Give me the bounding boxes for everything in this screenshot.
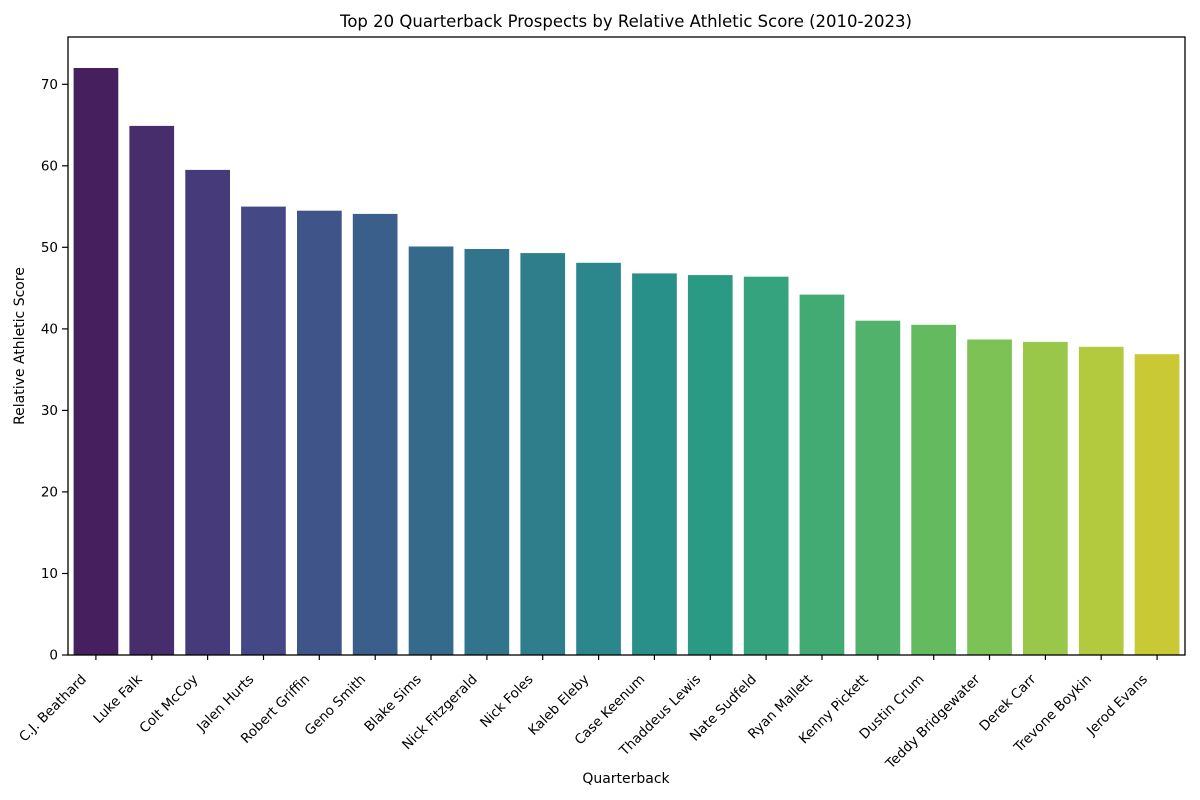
y-tick-label: 70 [41, 77, 58, 93]
y-tick-label: 20 [41, 484, 58, 500]
x-tick-label-colt-mccoy: Colt McCoy [137, 672, 202, 737]
y-tick-label: 60 [41, 158, 58, 174]
y-tick-label: 40 [41, 321, 58, 337]
bar-case-keenum [632, 273, 677, 655]
y-tick-label: 0 [49, 648, 58, 664]
bar-thaddeus-lewis [687, 275, 733, 655]
bar-ryan-mallett [799, 294, 845, 655]
bar-teddy-bridgewater [967, 339, 1012, 655]
y-axis-label: Relative Athletic Score [12, 267, 28, 425]
x-axis-label: Quarterback [582, 771, 670, 787]
bar-jalen-hurts [241, 206, 286, 655]
y-tick-label: 30 [41, 403, 58, 419]
bar-jerod-evans [1134, 354, 1180, 655]
bar-robert-griffin [297, 210, 342, 655]
bar-geno-smith [352, 213, 398, 655]
bars-group [73, 68, 1180, 655]
bar-nick-foles [520, 253, 566, 655]
y-tick-label: 10 [41, 566, 58, 582]
bar-derek-carr [1023, 341, 1068, 655]
bar-nick-fitzgerald [464, 249, 510, 655]
bar-blake-sims [408, 246, 454, 655]
bar-c-j-beathard [73, 68, 119, 655]
x-tick-label-teddy-bridgewater: Teddy Bridgewater [882, 671, 984, 773]
x-tick-label-c-j-beathard: C.J. Beathard [16, 672, 90, 746]
bar-colt-mccoy [185, 169, 230, 655]
y-tick-label: 50 [41, 240, 58, 256]
bar-dustin-crum [911, 324, 956, 655]
bar-trevone-boykin [1078, 346, 1124, 655]
bar-kenny-pickett [855, 320, 901, 655]
bar-kaleb-eleby [576, 262, 621, 655]
chart-title: Top 20 Quarterback Prospects by Relative… [339, 12, 912, 31]
x-tick-label-nick-foles: Nick Foles [477, 672, 536, 731]
x-tick-label-luke-falk: Luke Falk [90, 671, 145, 726]
bar-luke-falk [129, 125, 175, 655]
plot-border [67, 36, 1186, 656]
bar-nate-sudfeld [743, 276, 789, 655]
